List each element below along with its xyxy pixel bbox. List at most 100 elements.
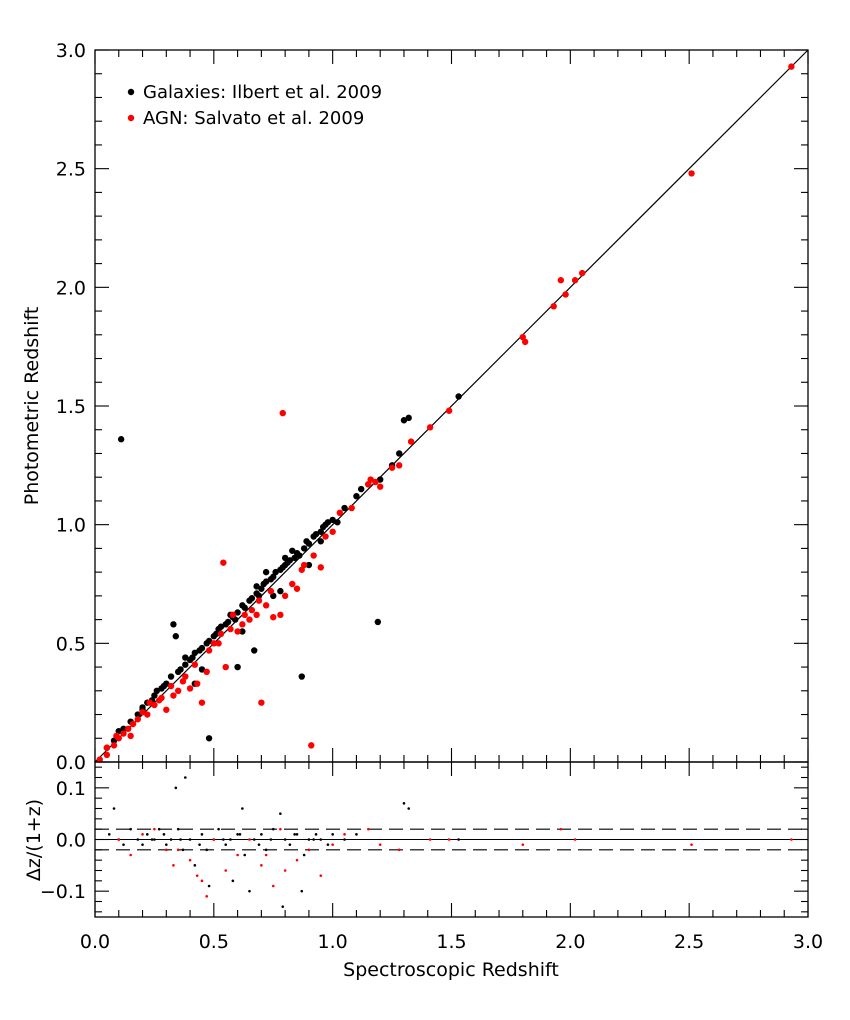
- y-axis-title-residual: Δz/(1+z): [23, 799, 45, 881]
- agn-point: [167, 682, 175, 690]
- galaxy-residual-point: [243, 853, 247, 857]
- galaxy-point: [151, 692, 158, 699]
- agn-point: [186, 685, 194, 692]
- y-tick-label: 0.5: [56, 633, 86, 655]
- agn-point: [293, 585, 301, 592]
- galaxy-residual-point: [288, 843, 292, 846]
- legend-marker-agn: [127, 114, 135, 122]
- agn-point: [170, 692, 177, 699]
- galaxy-point: [279, 564, 286, 571]
- agn-point: [110, 742, 118, 749]
- galaxy-residual-point: [269, 838, 273, 841]
- galaxy-residual-point: [402, 802, 406, 805]
- galaxy-point: [205, 735, 213, 742]
- galaxy-point: [203, 640, 210, 647]
- agn-point: [146, 699, 153, 706]
- galaxy-point: [270, 592, 277, 600]
- agn-point: [308, 742, 315, 749]
- galaxy-residual-point: [302, 853, 306, 857]
- galaxy-residual-point: [181, 848, 185, 852]
- agn-point: [127, 732, 134, 740]
- galaxy-point: [191, 649, 199, 657]
- agn-point: [377, 483, 384, 490]
- galaxy-residual-point: [112, 807, 116, 810]
- galaxy-residual-point: [236, 833, 239, 836]
- galaxy-point: [167, 673, 175, 680]
- y-tick-label: 0.0: [56, 752, 86, 774]
- agn-point: [253, 611, 260, 619]
- galaxy-point: [262, 568, 270, 576]
- agn-point: [367, 476, 374, 483]
- galaxy-point: [134, 711, 141, 718]
- galaxy-residual-point: [257, 843, 261, 846]
- galaxy-point: [396, 450, 403, 457]
- galaxy-residual-point: [169, 838, 173, 841]
- agn-residual-point: [343, 833, 346, 836]
- agn-point: [445, 407, 453, 414]
- galaxy-point: [251, 647, 258, 654]
- galaxy-point: [300, 545, 308, 552]
- main-ticks: [94, 49, 809, 763]
- galaxy-point: [289, 547, 296, 554]
- agn-point: [163, 706, 170, 713]
- agn-point: [688, 170, 695, 177]
- agn-residual-point: [195, 874, 199, 877]
- galaxy-residual-point: [300, 889, 304, 893]
- galaxy-point: [455, 393, 462, 400]
- agn-point: [279, 409, 286, 417]
- galaxy-residual-point: [141, 843, 144, 846]
- agn-point: [203, 668, 210, 676]
- agn-residual-point: [260, 864, 263, 867]
- x-tick-label: 2.5: [674, 931, 704, 953]
- agn-residual-point: [236, 853, 239, 857]
- galaxy-point: [160, 682, 168, 690]
- agn-residual-point: [378, 843, 382, 846]
- agn-point: [281, 592, 289, 600]
- one-to-one-line: [94, 49, 809, 763]
- galaxy-point: [400, 417, 408, 424]
- galaxy-residual-point: [188, 838, 192, 841]
- agn-residual-point: [264, 853, 268, 857]
- galaxy-residual-point: [271, 827, 275, 831]
- galaxy-residual-point: [283, 838, 287, 841]
- y-tick-label: 1.5: [56, 396, 86, 418]
- agn-residual-point: [188, 858, 192, 862]
- galaxy-point: [312, 530, 320, 538]
- x-tick-label: 1.5: [436, 931, 466, 953]
- galaxy-residual-point: [264, 848, 268, 852]
- galaxy-point: [213, 630, 220, 638]
- galaxy-point: [334, 519, 341, 526]
- agn-point: [144, 711, 151, 718]
- galaxy-residual-point: [229, 838, 232, 841]
- agn-point: [329, 528, 336, 535]
- agn-residual-point: [224, 869, 228, 872]
- agn-point: [193, 680, 201, 687]
- galaxy-residual-point: [198, 843, 201, 846]
- agn-point: [182, 673, 189, 680]
- x-tick-labels: 0.0 0.5 1.0 1.5 2.0 2.5 3.0: [80, 931, 823, 953]
- residual-ticks: [94, 762, 809, 917]
- galaxy-residual-point: [252, 838, 256, 841]
- agn-point: [227, 625, 234, 633]
- agn-point: [151, 701, 158, 709]
- y-tick-label: 0.0: [56, 830, 86, 852]
- galaxy-residual-point: [295, 833, 299, 836]
- agn-point: [521, 338, 529, 346]
- galaxy-residual-point: [312, 838, 315, 841]
- agn-point: [217, 630, 225, 638]
- agn-residual-point: [428, 838, 432, 841]
- galaxy-point: [258, 585, 265, 592]
- galaxy-point: [281, 554, 289, 562]
- agn-residual-point: [319, 874, 323, 877]
- galaxy-residual-point: [205, 848, 209, 852]
- galaxy-point: [405, 414, 412, 422]
- x-tick-label: 3.0: [793, 931, 823, 953]
- x-tick-label: 1.0: [318, 931, 348, 953]
- agn-point: [103, 744, 111, 751]
- agn-point: [174, 687, 182, 694]
- agn-residual-point: [153, 827, 156, 831]
- agn-residual-point: [212, 838, 216, 841]
- galaxy-point: [182, 654, 189, 661]
- galaxy-point: [377, 476, 384, 483]
- agn-residual-point: [172, 864, 175, 867]
